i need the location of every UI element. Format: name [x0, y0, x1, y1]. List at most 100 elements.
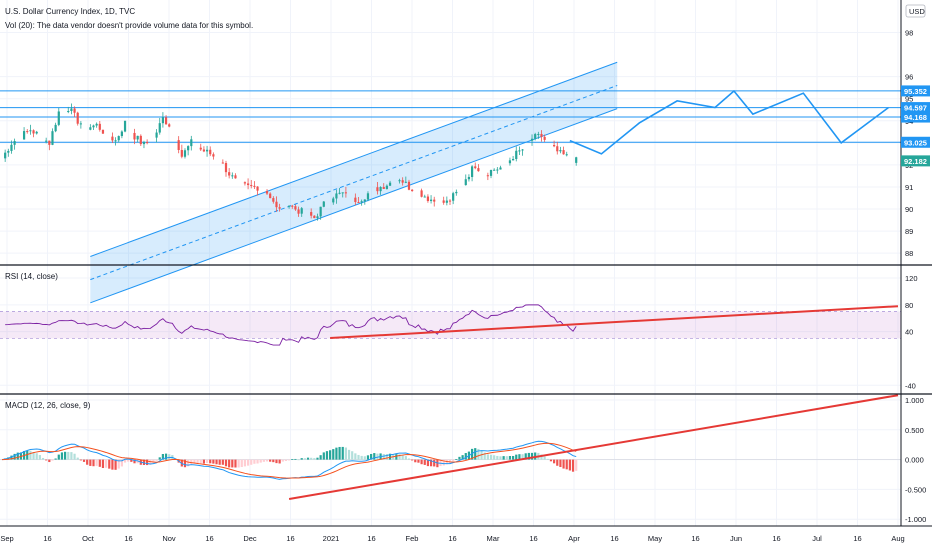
- macd-y-tick-label: 0.500: [905, 426, 924, 435]
- macd-hist-bar: [161, 453, 165, 460]
- x-tick-label: Aug: [891, 534, 904, 543]
- candle-body: [489, 170, 493, 176]
- macd-hist-bar: [196, 459, 199, 464]
- candle-body: [530, 138, 534, 141]
- macd-hist-bar: [429, 459, 433, 467]
- candle-body: [111, 136, 114, 141]
- candle-body: [496, 169, 499, 171]
- x-tick-label: 16: [610, 534, 618, 543]
- channel-lower: [90, 108, 618, 304]
- candle-body: [382, 187, 385, 189]
- candle-body: [67, 110, 70, 112]
- candle-body: [209, 149, 212, 155]
- candle-body: [448, 200, 452, 202]
- macd-hist-bar: [407, 458, 411, 460]
- candle-body: [76, 112, 79, 124]
- main-y-tick-label: 90: [905, 205, 913, 214]
- candle-body: [158, 123, 161, 133]
- macd-hist-bar: [543, 456, 546, 460]
- price-label-bg: [901, 111, 930, 123]
- macd-hist-bar: [426, 459, 430, 467]
- macd-hist-bar: [253, 459, 256, 464]
- macd-hist-bar: [275, 459, 278, 464]
- macd-hist-bar: [527, 452, 530, 460]
- macd-hist-bar: [458, 456, 461, 460]
- macd-hist-bar: [95, 459, 98, 466]
- price-label-bg: [901, 136, 930, 148]
- projection-path: [569, 89, 890, 155]
- macd-hist-bar: [250, 459, 253, 465]
- candle-body: [95, 123, 98, 126]
- candle-body: [562, 150, 565, 155]
- candle-body: [136, 135, 139, 140]
- macd-hist-bar: [344, 447, 347, 460]
- macd-hist-bar: [464, 453, 467, 460]
- macd-hist-bar: [571, 459, 575, 472]
- macd-hist-bar: [234, 459, 237, 468]
- macd-hist-bar: [224, 459, 228, 467]
- candle-body: [180, 149, 183, 157]
- volume-note: Vol (20): The data vendor doesn't provid…: [5, 21, 253, 30]
- projection-line: [569, 89, 890, 155]
- price-label-bg: [901, 85, 930, 97]
- candle-body: [474, 166, 477, 169]
- macd-hist-bar: [152, 459, 155, 464]
- macd-hist-bar: [38, 455, 41, 460]
- macd-hist-bar: [193, 459, 196, 464]
- x-tick-label: 16: [691, 534, 699, 543]
- macd-hist-bar: [385, 454, 389, 460]
- macd-hist-bar: [259, 459, 262, 463]
- time-scale[interactable]: Sep 16 Oct 16 Nov 16 Dec 16 2021 16 Feb 16 Mar 16 Apr 1…: [0, 534, 904, 543]
- macd-hist-bar: [452, 459, 455, 461]
- candles: [4, 103, 578, 221]
- macd-hist-bar: [461, 455, 464, 460]
- x-tick-label: Dec: [243, 534, 257, 543]
- candle-body: [455, 191, 458, 194]
- x-tick-label: 16: [286, 534, 294, 543]
- rsi-y-tick-label: 40: [905, 328, 913, 337]
- currency-badge[interactable]: USD: [905, 4, 925, 18]
- macd-hist-bar: [360, 455, 363, 460]
- macd-hist-bar: [294, 458, 297, 460]
- macd-hist-bar: [215, 459, 218, 465]
- candle-body: [89, 127, 92, 130]
- macd-hist-bar: [486, 454, 489, 460]
- candle-body: [79, 123, 82, 125]
- candle-body: [310, 212, 313, 216]
- candle-body: [294, 206, 297, 210]
- macd-hist-bar: [60, 452, 64, 460]
- candle-body: [10, 144, 13, 151]
- macd-hist-bar: [130, 459, 133, 462]
- candle-body: [515, 150, 518, 160]
- macd-hist-bar: [272, 459, 275, 463]
- candle-body: [486, 175, 489, 177]
- candle-body: [183, 150, 187, 157]
- candle-body: [553, 145, 556, 147]
- candle-body: [499, 167, 502, 170]
- macd-hist-bar: [108, 459, 111, 469]
- candle-body: [420, 190, 423, 197]
- macd-hist-bar: [568, 459, 571, 471]
- candle-body: [243, 182, 247, 184]
- candle-body: [338, 192, 341, 194]
- macd-hist-bar: [127, 459, 130, 462]
- candle-body: [433, 199, 436, 202]
- macd-hist-bar: [168, 454, 171, 460]
- macd-hist-bar: [518, 454, 521, 460]
- macd-hist-bar: [92, 459, 95, 467]
- candle-body: [146, 142, 149, 144]
- candle-body: [357, 202, 360, 204]
- macd-hist-bar: [120, 459, 123, 467]
- macd-hist-bar: [57, 454, 60, 460]
- candle-body: [300, 208, 303, 214]
- macd-hist-bar: [477, 448, 480, 460]
- candle-body: [401, 180, 404, 183]
- macd-hist-bar: [388, 453, 392, 460]
- candle-body: [73, 108, 76, 113]
- candle-body: [51, 131, 54, 145]
- candle-body: [187, 146, 190, 151]
- candle-body: [142, 142, 146, 145]
- macd-hist-bar: [404, 456, 407, 460]
- candle-body: [537, 133, 540, 135]
